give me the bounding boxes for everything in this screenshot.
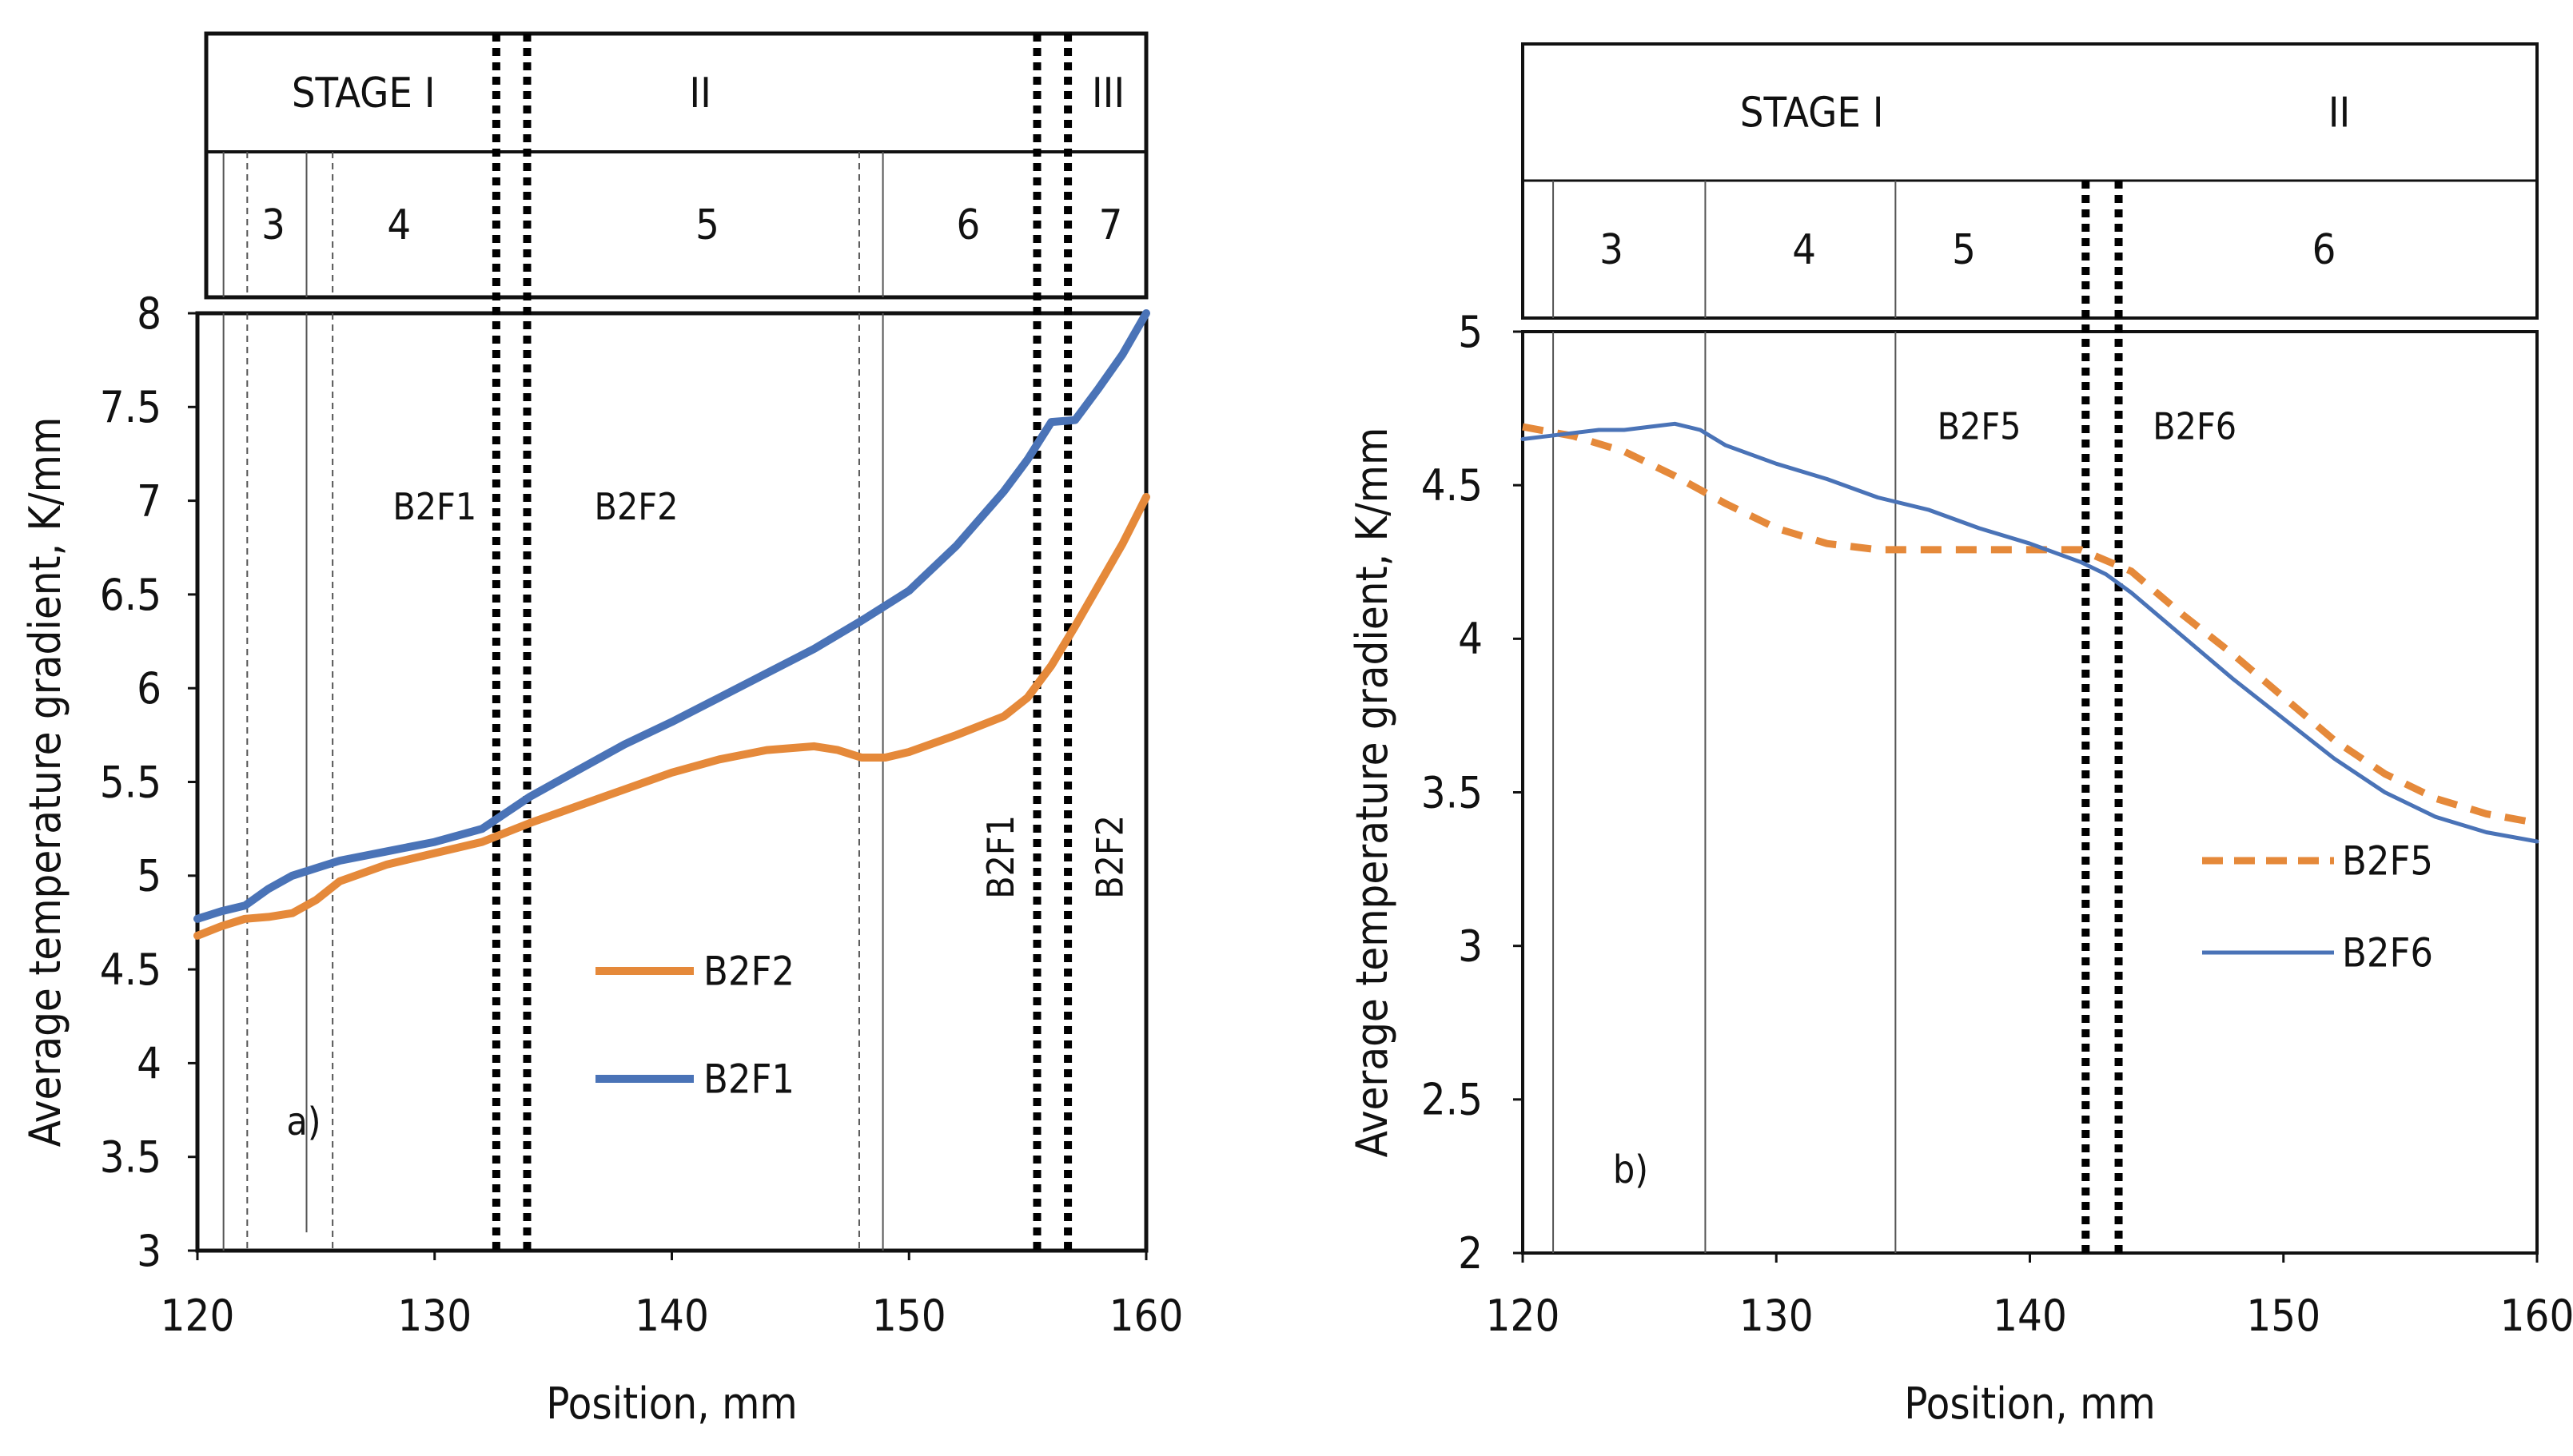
y-tick-label-4: 4 (1458, 614, 1483, 664)
zone-label-1: 4 (1792, 226, 1816, 274)
y-tick-label-10: 8 (137, 288, 161, 339)
y-tick-label-7: 6.5 (100, 570, 161, 620)
x-tick-label-0: 120 (1486, 1291, 1560, 1341)
series-line-B2F1 (193, 309, 1150, 923)
curve-annotation-1: B2F6 (2153, 405, 2236, 448)
legend-label-B2F1: B2F1 (703, 1056, 795, 1103)
x-tick-label-4: 160 (2500, 1291, 2573, 1341)
curve-annotation-1: B2F2 (595, 485, 679, 528)
y-tick-label-4: 5 (137, 851, 161, 901)
panel-label: b) (1613, 1148, 1648, 1192)
y-axis-title: Average temperature gradient, K/mm (20, 417, 70, 1148)
zone-label-3: 6 (2312, 226, 2336, 274)
legend-label-B2F2: B2F2 (703, 949, 795, 995)
zone-label-2: 5 (695, 201, 719, 249)
y-tick-label-0: 2 (1458, 1228, 1483, 1279)
zone-label-0: 3 (1599, 226, 1623, 274)
stage-table-frame (204, 31, 1149, 300)
series-line-B2F5 (1522, 423, 2538, 827)
x-tick-label-2: 140 (1993, 1291, 2067, 1341)
y-tick-label-2: 4 (137, 1038, 161, 1088)
y-tick-label-9: 7.5 (100, 382, 161, 432)
zone-label-2: 5 (1952, 226, 1976, 274)
y-tick-label-6: 5 (1458, 307, 1483, 357)
y-tick-label-1: 2.5 (1421, 1075, 1483, 1125)
y-axis-title: Average temperature gradient, K/mm (1347, 428, 1397, 1158)
x-tick-label-0: 120 (161, 1291, 235, 1341)
x-axis-title: Position, mm (1904, 1378, 2155, 1429)
y-tick-label-0: 3 (137, 1226, 161, 1276)
panel-label: a) (286, 1100, 321, 1144)
chart-panel-b: STAGE I II 3 4 5 6 2 2.5 3 3.5 4 4.5 5 120 130 140 150 16… (1347, 42, 2573, 1429)
y-tick-label-3: 4.5 (100, 945, 161, 995)
legend-label-B2F6: B2F6 (2342, 930, 2433, 977)
y-tick-label-1: 3.5 (100, 1132, 161, 1183)
plot-frame (195, 311, 1149, 1253)
series-line-B2F2 (193, 492, 1150, 940)
stage-label-2: III (1092, 70, 1125, 117)
zone-label-4: 7 (1099, 201, 1123, 249)
x-tick-label-4: 160 (1109, 1291, 1184, 1341)
y-tick-label-6: 6 (137, 663, 161, 714)
stage-label-1: II (2328, 90, 2351, 137)
zone-label-1: 4 (387, 201, 411, 249)
zone-label-3: 6 (957, 201, 981, 249)
x-axis-title: Position, mm (546, 1378, 797, 1429)
x-tick-label-2: 140 (635, 1291, 709, 1341)
x-tick-label-3: 150 (2246, 1291, 2320, 1341)
x-tick-label-3: 150 (872, 1291, 946, 1341)
y-tick-label-8: 7 (137, 476, 161, 527)
y-tick-label-5: 5.5 (100, 757, 161, 807)
curve-annotation-2: B2F1 (979, 815, 1022, 899)
y-tick-label-5: 4.5 (1421, 460, 1483, 511)
y-tick-label-2: 3 (1458, 921, 1483, 972)
stage-label-1: II (689, 70, 711, 117)
legend-label-B2F5: B2F5 (2342, 838, 2433, 885)
curve-annotation-3: B2F2 (1088, 815, 1131, 899)
x-tick-label-1: 130 (1739, 1291, 1814, 1341)
curve-annotation-0: B2F1 (392, 485, 476, 528)
y-tick-label-3: 3.5 (1421, 767, 1483, 818)
series-line-B2F6 (1520, 421, 2539, 844)
zone-label-0: 3 (261, 201, 285, 249)
stage-label-0: STAGE I (1740, 90, 1884, 137)
x-tick-label-1: 130 (397, 1291, 472, 1341)
curve-annotation-0: B2F5 (1938, 405, 2021, 448)
stage-label-0: STAGE I (292, 70, 436, 117)
